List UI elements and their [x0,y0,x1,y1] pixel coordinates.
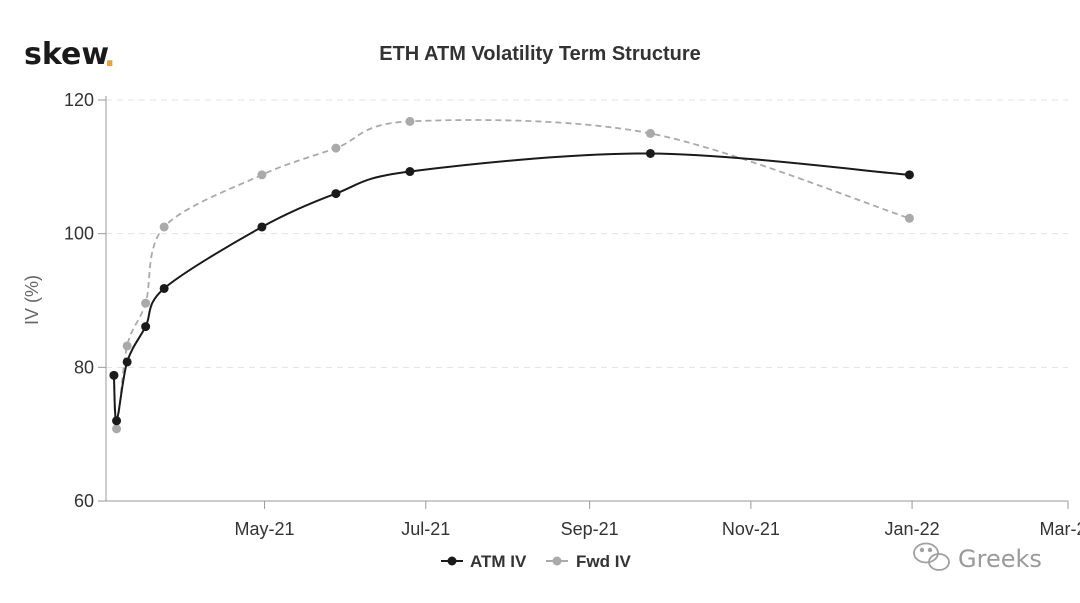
data-point-fwd-iv [645,128,655,138]
data-point-atm-iv [331,189,341,199]
legend-label-fwd-iv: Fwd IV [576,552,631,571]
data-point-atm-iv [645,148,655,158]
legend-marker-atm-iv [447,556,457,566]
watermark-text: Greeks [958,545,1042,573]
legend-marker-fwd-iv [552,556,562,566]
data-point-atm-iv [405,167,415,177]
data-point-fwd-iv [257,170,267,180]
y-axis-label: IV (%) [22,275,42,325]
data-point-fwd-iv [331,143,341,153]
legend[interactable]: ATM IV Fwd IV [441,552,631,571]
legend-item-atm-iv[interactable]: ATM IV [441,552,527,571]
series-group [109,116,914,434]
data-point-atm-iv [112,416,122,426]
x-tick-label: Jul-21 [401,519,450,539]
logo-text: skew [24,37,109,72]
watermark: Greeks [913,542,1042,573]
chart-title: ETH ATM Volatility Term Structure [379,43,701,65]
data-point-atm-iv [122,357,132,367]
y-ticks: 60 80 100 120 [64,90,106,511]
skew-logo: skew . [24,37,115,74]
series-line-fwd-iv [113,119,910,430]
x-tick-label: Sep-21 [561,519,619,539]
x-ticks: May-21 Jul-21 Sep-21 Nov-21 Jan-22 Mar-22 [235,501,1080,539]
data-point-atm-iv [159,283,169,293]
x-tick-label: May-21 [235,519,295,539]
data-point-fwd-iv [122,341,132,351]
data-point-fwd-iv [112,424,122,434]
data-point-atm-iv [141,322,151,332]
data-point-fwd-iv [159,222,169,232]
x-tick-label: Mar-22 [1039,519,1080,539]
data-point-fwd-iv [904,213,914,223]
legend-label-atm-iv: ATM IV [470,552,527,571]
series-line-atm-iv [112,152,910,422]
logo-dot: . [104,39,115,74]
wechat-icon [913,542,950,571]
data-point-atm-iv [109,370,119,380]
data-point-fwd-iv [141,298,151,308]
y-tick-label: 80 [74,357,94,377]
data-point-atm-iv [257,222,267,232]
x-tick-label: Jan-22 [885,519,940,539]
x-tick-label: Nov-21 [722,519,780,539]
axes [105,96,1068,502]
data-point-fwd-iv [405,116,415,126]
data-point-atm-iv [904,170,914,180]
y-tick-label: 120 [64,90,94,110]
legend-item-fwd-iv[interactable]: Fwd IV [546,552,631,571]
y-tick-label: 100 [64,224,94,244]
y-tick-label: 60 [74,491,94,511]
